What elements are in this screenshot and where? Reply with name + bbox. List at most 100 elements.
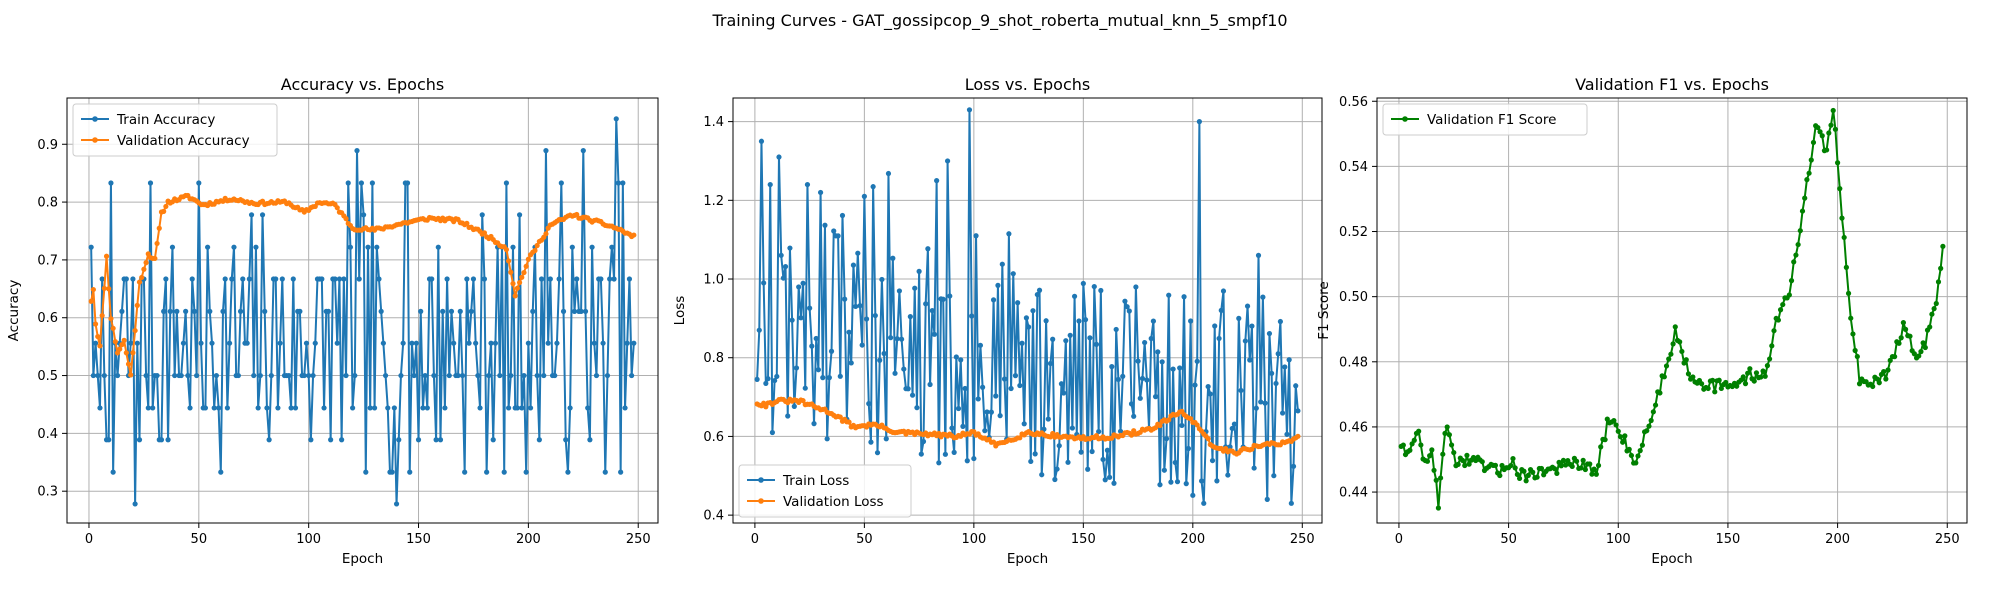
data-point <box>951 449 957 455</box>
data-point <box>796 284 802 290</box>
data-point <box>321 405 327 411</box>
data-point <box>1120 373 1126 379</box>
data-point <box>837 414 843 420</box>
data-point <box>1063 338 1069 344</box>
data-point <box>861 193 867 199</box>
data-point <box>1163 436 1170 442</box>
data-point <box>800 280 806 286</box>
chart-panel-2: 0 50 100 150 200 250 0.4 0.6 0.8 1.0 1.2 1.4 Loss vs… <box>672 75 1323 567</box>
data-point <box>587 437 593 443</box>
data-point <box>1874 376 1880 382</box>
data-point <box>1716 377 1722 383</box>
data-point <box>543 148 549 154</box>
data-point <box>955 405 962 412</box>
data-point <box>1006 231 1012 237</box>
y-tick-label: 0.48 <box>1339 355 1368 370</box>
data-point <box>964 458 970 464</box>
data-point <box>758 138 765 144</box>
data-point <box>391 405 397 411</box>
data-point <box>1852 347 1858 354</box>
data-point <box>185 372 191 379</box>
data-point <box>169 244 176 250</box>
series-line-train_acc <box>90 117 635 505</box>
data-point <box>477 405 483 411</box>
data-point <box>916 268 922 274</box>
data-point <box>846 419 852 425</box>
data-point <box>334 205 340 211</box>
data-point <box>257 372 263 379</box>
data-point <box>488 340 494 346</box>
data-point <box>613 116 619 122</box>
data-point <box>336 276 343 282</box>
data-point <box>942 451 948 457</box>
data-point <box>464 276 470 282</box>
data-point <box>167 308 173 314</box>
y-tick-label: 0.44 <box>1339 486 1368 501</box>
data-point <box>473 340 479 346</box>
y-tick-label: 0.46 <box>1339 420 1368 435</box>
data-point <box>1892 354 1898 360</box>
data-point <box>1666 356 1672 362</box>
data-point <box>523 469 529 475</box>
data-point <box>1050 336 1056 342</box>
data-point <box>1920 340 1926 346</box>
data-point <box>604 372 611 379</box>
data-point <box>1797 228 1803 234</box>
data-point <box>501 469 507 475</box>
data-point <box>1212 323 1218 329</box>
data-point <box>220 308 226 314</box>
data-point <box>1082 317 1089 323</box>
data-point <box>121 337 127 343</box>
data-point <box>303 340 310 346</box>
data-point <box>1521 468 1527 474</box>
data-point <box>141 266 147 272</box>
data-point <box>1552 466 1558 472</box>
axes-frame <box>732 97 1323 524</box>
data-point <box>947 293 953 299</box>
data-point <box>1295 433 1301 439</box>
data-point <box>894 336 900 342</box>
series-markers-train_acc <box>88 116 637 507</box>
data-point <box>1290 463 1297 469</box>
data-point <box>508 372 514 379</box>
data-point <box>909 392 916 398</box>
data-point <box>802 385 808 391</box>
data-point <box>1626 446 1632 452</box>
data-point <box>1194 422 1200 428</box>
data-point <box>1166 417 1172 423</box>
data-point <box>1448 442 1455 448</box>
data-point <box>1431 467 1437 473</box>
data-point <box>457 308 463 314</box>
data-point <box>1021 421 1027 427</box>
data-point <box>892 370 898 376</box>
data-point <box>1442 430 1448 436</box>
data-point <box>481 230 488 236</box>
legend: Validation F1 Score <box>1382 103 1588 136</box>
data-point <box>824 436 830 442</box>
figure-suptitle: Training Curves - GAT_gossipcop_9_shot_r… <box>711 11 1287 31</box>
y-tick-label: 0.6 <box>37 311 58 326</box>
data-point <box>1131 413 1137 419</box>
data-point <box>1102 477 1108 483</box>
data-point <box>982 428 988 434</box>
data-point <box>1709 377 1716 383</box>
data-point <box>835 233 841 239</box>
data-point <box>358 180 365 186</box>
data-point <box>1804 177 1810 183</box>
data-point <box>971 455 977 462</box>
data-point <box>374 244 380 250</box>
data-point <box>949 425 955 431</box>
data-point <box>1883 376 1889 382</box>
data-point <box>1209 457 1216 464</box>
data-point <box>440 308 446 314</box>
data-point <box>145 405 151 411</box>
data-point <box>558 180 564 186</box>
data-point <box>1236 315 1242 321</box>
data-point <box>431 372 437 379</box>
data-point <box>870 184 876 190</box>
data-point <box>1085 466 1091 472</box>
x-tick-label: 0 <box>1395 532 1403 547</box>
data-point <box>1881 368 1887 375</box>
data-point <box>1788 278 1795 284</box>
data-point <box>1523 478 1529 484</box>
